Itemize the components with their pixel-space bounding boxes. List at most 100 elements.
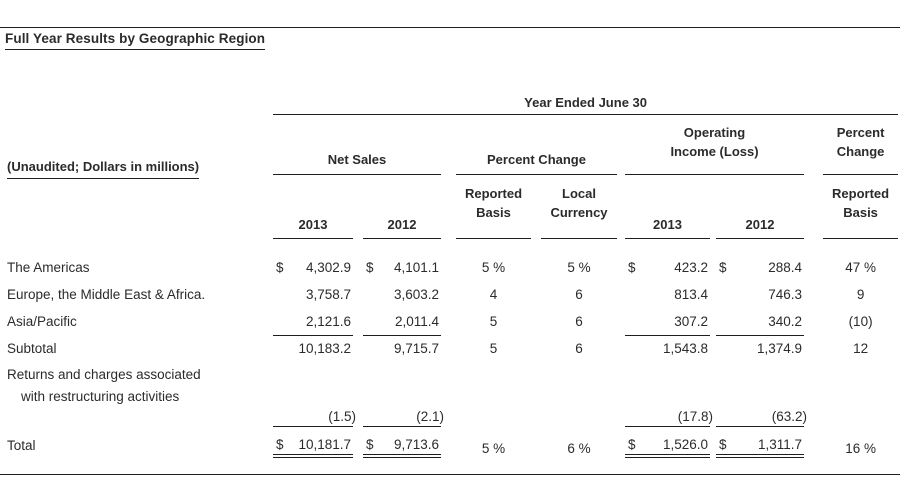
col-spacer	[441, 335, 456, 362]
dollar-sign: $	[719, 260, 727, 275]
col-spacer	[531, 254, 541, 281]
page-title-text: Full Year Results by Geographic Region	[5, 31, 266, 50]
reported-basis-header: Reported Basis	[456, 174, 531, 239]
americas-op-income-2012: $288.4	[719, 260, 802, 275]
emea-pct-right: 9	[856, 287, 865, 302]
col-spacer	[617, 254, 625, 281]
col-spacer	[617, 114, 625, 174]
row-label-emea: Europe, the Middle East & Africa.	[7, 287, 206, 302]
results-table: Year Ended June 30 (Unaudited; Dollars i…	[5, 88, 899, 458]
percent-change-right-group-header: Percent Change	[823, 114, 899, 175]
dollar-sign: $	[276, 437, 284, 452]
americas-pct-right: 47 %	[845, 260, 876, 275]
total-pct-reported: 5 %	[481, 441, 506, 456]
total-op-income-2013: $1,526.0	[625, 426, 710, 458]
table-row-returns-charges: Returns and charges associated	[5, 362, 898, 386]
emea-net-sales-2013: 3,758.7	[305, 287, 351, 302]
dollar-sign: $	[628, 260, 636, 275]
restructuring-op-income-2012: (63.2)	[716, 407, 807, 427]
row-label-subtotal: Subtotal	[7, 341, 57, 356]
americas-net-sales-2013: $4,302.9	[276, 260, 351, 275]
total-pct-local: 6 %	[567, 441, 591, 456]
asia-op-income-2012: 340.2	[716, 308, 804, 336]
subtotal-pct-right: 12	[853, 341, 869, 356]
empty-cell	[823, 407, 898, 426]
col-spacer	[441, 114, 456, 174]
col-spacer	[531, 426, 541, 456]
table-row-total: Total $10,181.7 $9,713.6 5 % 6 % $1,526.…	[5, 426, 898, 458]
period-header: Year Ended June 30	[273, 88, 899, 115]
subtotal-op-income-2013: 1,543.8	[662, 341, 708, 357]
col-spacer	[617, 407, 625, 426]
restructuring-net-sales-2013: (1.5)	[273, 407, 356, 427]
operating-income-2013-header: 2013	[625, 174, 710, 239]
empty-cell	[5, 88, 263, 114]
col-spacer	[617, 426, 625, 456]
col-spacer	[804, 426, 823, 456]
dollar-sign: $	[366, 260, 374, 275]
col-spacer	[617, 335, 625, 362]
col-spacer	[441, 308, 456, 335]
total-net-sales-2013: $10,181.7	[273, 426, 353, 458]
col-spacer	[531, 407, 541, 426]
row-label-total: Total	[7, 438, 36, 453]
col-spacer	[353, 335, 363, 362]
row-label-asia-pacific: Asia/Pacific	[7, 314, 77, 329]
empty-cell	[5, 407, 263, 426]
column-header-row: 2013 2012 Reported Basis Local Currency …	[5, 174, 899, 239]
col-spacer	[804, 254, 823, 281]
table-row-americas: The Americas $4,302.9 $4,101.1 5 % 5 % $…	[5, 254, 898, 281]
unaudited-label: (Unaudited; Dollars in millions)	[7, 159, 200, 179]
row-label-restructuring: with restructuring activities	[21, 389, 180, 404]
dollar-sign: $	[719, 437, 727, 452]
col-spacer	[804, 281, 823, 308]
operating-income-group-header: Operating Income (Loss)	[625, 114, 804, 175]
empty-cell	[456, 407, 531, 426]
restructuring-op-income-2013: (17.8)	[625, 407, 713, 427]
dollar-sign: $	[628, 437, 636, 452]
table-row-subtotal: Subtotal 10,183.2 9,715.7 5 6 1,543.8 1,…	[5, 335, 898, 362]
emea-op-income-2013: 813.4	[674, 287, 708, 302]
col-spacer	[804, 174, 823, 238]
net-sales-2013-header: 2013	[273, 174, 353, 239]
table-row-restructuring-values: (1.5) (2.1) (17.8) (63.2)	[5, 407, 898, 427]
restructuring-net-sales-2012: (2.1)	[363, 407, 444, 427]
reported-basis-right-header: Reported Basis	[823, 174, 899, 239]
col-spacer	[353, 254, 363, 281]
subtotal-net-sales-2013: 10,183.2	[298, 341, 351, 357]
local-currency-header: Local Currency	[541, 174, 617, 239]
col-spacer	[263, 281, 273, 308]
empty-cell	[541, 407, 617, 426]
operating-income-2012-header: 2012	[716, 174, 804, 239]
col-spacer	[441, 174, 456, 238]
period-header-row: Year Ended June 30	[5, 88, 899, 115]
percent-change-group-header: Percent Change	[456, 114, 617, 175]
table-row-emea: Europe, the Middle East & Africa. 3,758.…	[5, 281, 898, 308]
col-spacer	[353, 174, 363, 238]
spacer-row	[5, 238, 898, 254]
asia-net-sales-2012: 2,011.4	[363, 308, 441, 336]
total-op-income-2012: $1,311.7	[716, 426, 804, 458]
top-rule	[0, 27, 900, 28]
col-spacer	[804, 308, 823, 335]
group-header-row: (Unaudited; Dollars in millions) Net Sal…	[5, 114, 899, 179]
unaudited-label-cell: (Unaudited; Dollars in millions)	[5, 114, 263, 179]
empty-cell	[5, 174, 263, 238]
row-label-americas: The Americas	[7, 260, 90, 275]
asia-pct-reported: 5	[489, 314, 498, 329]
col-spacer	[263, 426, 273, 456]
americas-op-income-2013: $423.2	[628, 260, 708, 275]
table-row-restructuring: with restructuring activities	[5, 386, 898, 407]
col-spacer	[441, 426, 456, 456]
emea-pct-local: 6	[575, 287, 583, 302]
dollar-sign: $	[366, 437, 374, 452]
col-spacer	[263, 114, 273, 174]
asia-net-sales-2013: 2,121.6	[273, 308, 353, 336]
total-net-sales-2012: $9,713.6	[363, 426, 441, 458]
col-spacer	[617, 308, 625, 335]
col-spacer	[263, 254, 273, 281]
bottom-rule	[0, 474, 900, 475]
dollar-sign: $	[276, 260, 284, 275]
emea-pct-reported: 4	[489, 287, 498, 302]
asia-pct-right: (10)	[848, 314, 873, 329]
